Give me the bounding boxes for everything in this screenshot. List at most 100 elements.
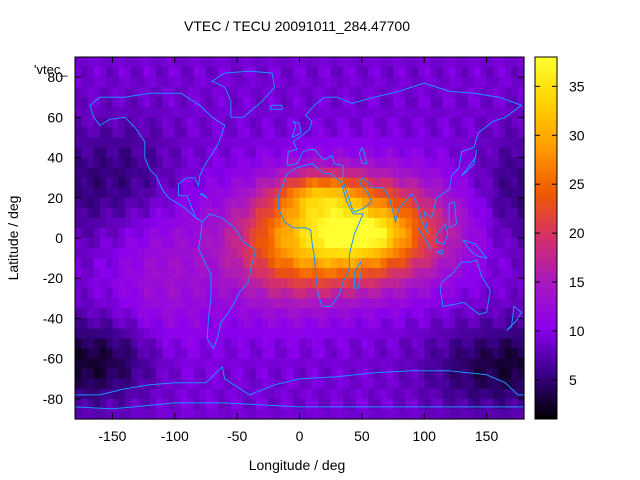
heatmap-cell xyxy=(199,97,207,108)
heatmap-cell xyxy=(417,288,425,299)
heatmap-cell xyxy=(106,77,114,88)
heatmap-cell xyxy=(118,348,126,360)
heatmap-cell xyxy=(324,177,332,189)
heatmap-cell xyxy=(355,117,363,128)
heatmap-cell xyxy=(311,57,319,68)
heatmap-cell xyxy=(212,368,220,380)
heatmap-cell xyxy=(137,67,145,78)
heatmap-cell xyxy=(280,398,288,410)
heatmap-cell xyxy=(181,57,188,68)
heatmap-cell xyxy=(405,127,413,139)
heatmap-cell xyxy=(492,408,500,420)
heatmap-cell xyxy=(499,288,506,299)
heatmap-cell xyxy=(311,227,319,239)
heatmap-cell xyxy=(274,107,282,118)
heatmap-cell xyxy=(156,278,163,289)
heatmap-cell xyxy=(393,67,400,78)
heatmap-cell xyxy=(212,248,220,259)
heatmap-cell xyxy=(355,408,363,420)
heatmap-cell xyxy=(106,67,114,78)
heatmap-cell xyxy=(349,147,357,159)
heatmap-cell xyxy=(417,127,425,139)
heatmap-cell xyxy=(430,408,438,420)
heatmap-cell xyxy=(268,77,276,88)
heatmap-cell xyxy=(474,117,481,128)
heatmap-cell xyxy=(511,67,519,78)
heatmap-cell xyxy=(205,298,213,309)
heatmap-cell xyxy=(374,288,382,299)
heatmap-cell xyxy=(374,177,382,189)
heatmap-cell xyxy=(205,117,213,128)
heatmap-cell xyxy=(224,57,232,68)
heatmap-cell xyxy=(293,328,301,340)
heatmap-cell xyxy=(343,117,350,128)
heatmap-cell xyxy=(318,217,326,229)
heatmap-cell xyxy=(99,338,107,350)
heatmap-cell xyxy=(299,177,307,189)
heatmap-cell xyxy=(162,268,170,279)
heatmap-cell xyxy=(311,77,319,88)
heatmap-cell xyxy=(386,408,394,420)
heatmap-cell xyxy=(442,177,450,189)
heatmap-cell xyxy=(318,197,326,209)
heatmap-cell xyxy=(262,318,269,330)
heatmap-cell xyxy=(517,177,525,189)
heatmap-cell xyxy=(361,298,369,309)
heatmap-cell xyxy=(311,217,319,229)
heatmap-cell xyxy=(299,328,307,340)
heatmap-cell xyxy=(368,77,375,88)
heatmap-cell xyxy=(461,278,469,289)
heatmap-cell xyxy=(199,107,207,118)
heatmap-cell xyxy=(168,177,176,189)
heatmap-cell xyxy=(380,378,388,390)
heatmap-cell xyxy=(168,248,176,259)
heatmap-cell xyxy=(143,97,151,108)
heatmap-cell xyxy=(230,408,238,420)
heatmap-cell xyxy=(299,408,307,420)
heatmap-cell xyxy=(162,308,170,320)
heatmap-cell xyxy=(380,187,388,199)
heatmap-cell xyxy=(305,177,313,189)
heatmap-cell xyxy=(511,398,519,410)
heatmap-cell xyxy=(81,378,89,390)
heatmap-cell xyxy=(255,167,263,179)
heatmap-cell xyxy=(187,318,195,330)
heatmap-cell xyxy=(374,318,382,330)
heatmap-cell xyxy=(480,117,488,128)
coastline xyxy=(434,222,449,245)
heatmap-cell xyxy=(305,258,313,269)
heatmap-cell xyxy=(143,57,151,68)
heatmap-cell xyxy=(262,408,269,420)
heatmap-cell xyxy=(355,177,363,189)
heatmap-cell xyxy=(268,238,276,249)
heatmap-cell xyxy=(343,378,350,390)
heatmap-cell xyxy=(112,268,120,279)
heatmap-cell xyxy=(87,348,95,360)
heatmap-cell xyxy=(324,318,332,330)
heatmap-cell xyxy=(318,348,326,360)
heatmap-cell xyxy=(430,358,438,370)
heatmap-cell xyxy=(455,328,463,340)
heatmap-cell xyxy=(287,288,294,299)
heatmap-cell xyxy=(442,167,450,179)
heatmap-cell xyxy=(330,258,338,269)
heatmap-cell xyxy=(287,338,294,350)
heatmap-cell xyxy=(212,308,220,320)
heatmap-cell xyxy=(118,157,126,169)
heatmap-cell xyxy=(93,378,101,390)
heatmap-cell xyxy=(137,77,145,88)
heatmap-cell xyxy=(224,358,232,370)
heatmap-cell xyxy=(511,388,519,400)
heatmap-cell xyxy=(131,378,138,390)
heatmap-cell xyxy=(274,97,282,108)
heatmap-cell xyxy=(137,388,145,400)
heatmap-cell xyxy=(399,127,407,139)
heatmap-cell xyxy=(349,157,357,169)
y-tick-label: 60 xyxy=(47,109,63,125)
heatmap-cell xyxy=(237,87,244,98)
heatmap-cell xyxy=(93,368,101,380)
heatmap-cell xyxy=(230,378,238,390)
coastline xyxy=(461,149,478,177)
heatmap-cell xyxy=(399,187,407,199)
heatmap-cell xyxy=(343,57,350,68)
